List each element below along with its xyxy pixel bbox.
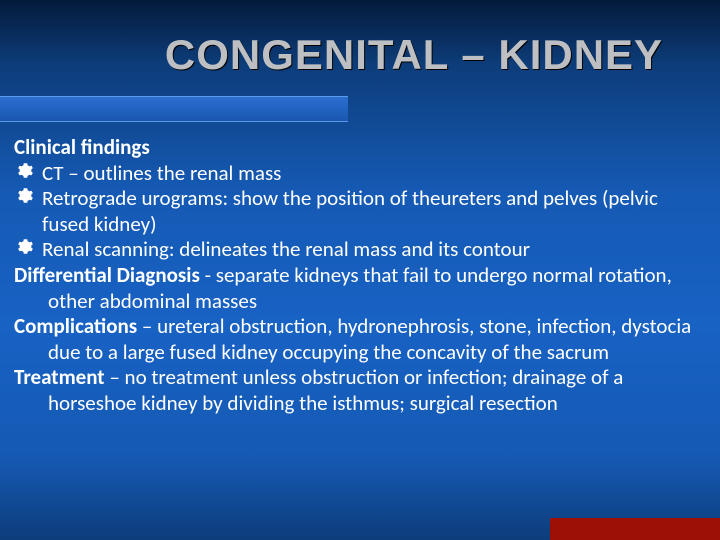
differential-diagnosis-para: Differential Diagnosis - separate kidney… — [14, 263, 700, 314]
bullet-text: CT – outlines the renal mass — [40, 161, 700, 187]
bullet-item: Renal scanning: delineates the renal mas… — [14, 237, 700, 263]
title-region: CONGENITAL – KIDNEY — [125, 18, 703, 92]
slide-title: CONGENITAL – KIDNEY — [165, 31, 663, 79]
treat-lead: Treatment — [14, 364, 105, 390]
clinical-findings-heading: Clinical findings — [14, 135, 700, 161]
complications-para: Complications – ureteral obstruction, hy… — [14, 314, 700, 365]
comp-lead: Complications — [14, 313, 137, 339]
bullet-item: CT – outlines the renal mass — [14, 161, 700, 187]
treat-rest: – no treatment unless obstruction or inf… — [48, 364, 623, 416]
slide-body: Clinical findings CT – outlines the rena… — [14, 135, 700, 417]
bullet-item: Retrograde urograms: show the position o… — [14, 186, 700, 237]
accent-bar — [0, 96, 348, 122]
bullet-text: Retrograde urograms: show the position o… — [40, 186, 700, 237]
bullet-text: Renal scanning: delineates the renal mas… — [40, 237, 700, 263]
gear-icon — [18, 163, 40, 178]
treatment-para: Treatment – no treatment unless obstruct… — [14, 365, 700, 416]
comp-rest: – ureteral obstruction, hydronephrosis, … — [48, 313, 691, 365]
gear-icon — [18, 188, 40, 203]
dd-lead: Differential Diagnosis — [14, 262, 200, 288]
gear-icon — [18, 239, 40, 254]
footer-accent-bar — [550, 518, 720, 540]
